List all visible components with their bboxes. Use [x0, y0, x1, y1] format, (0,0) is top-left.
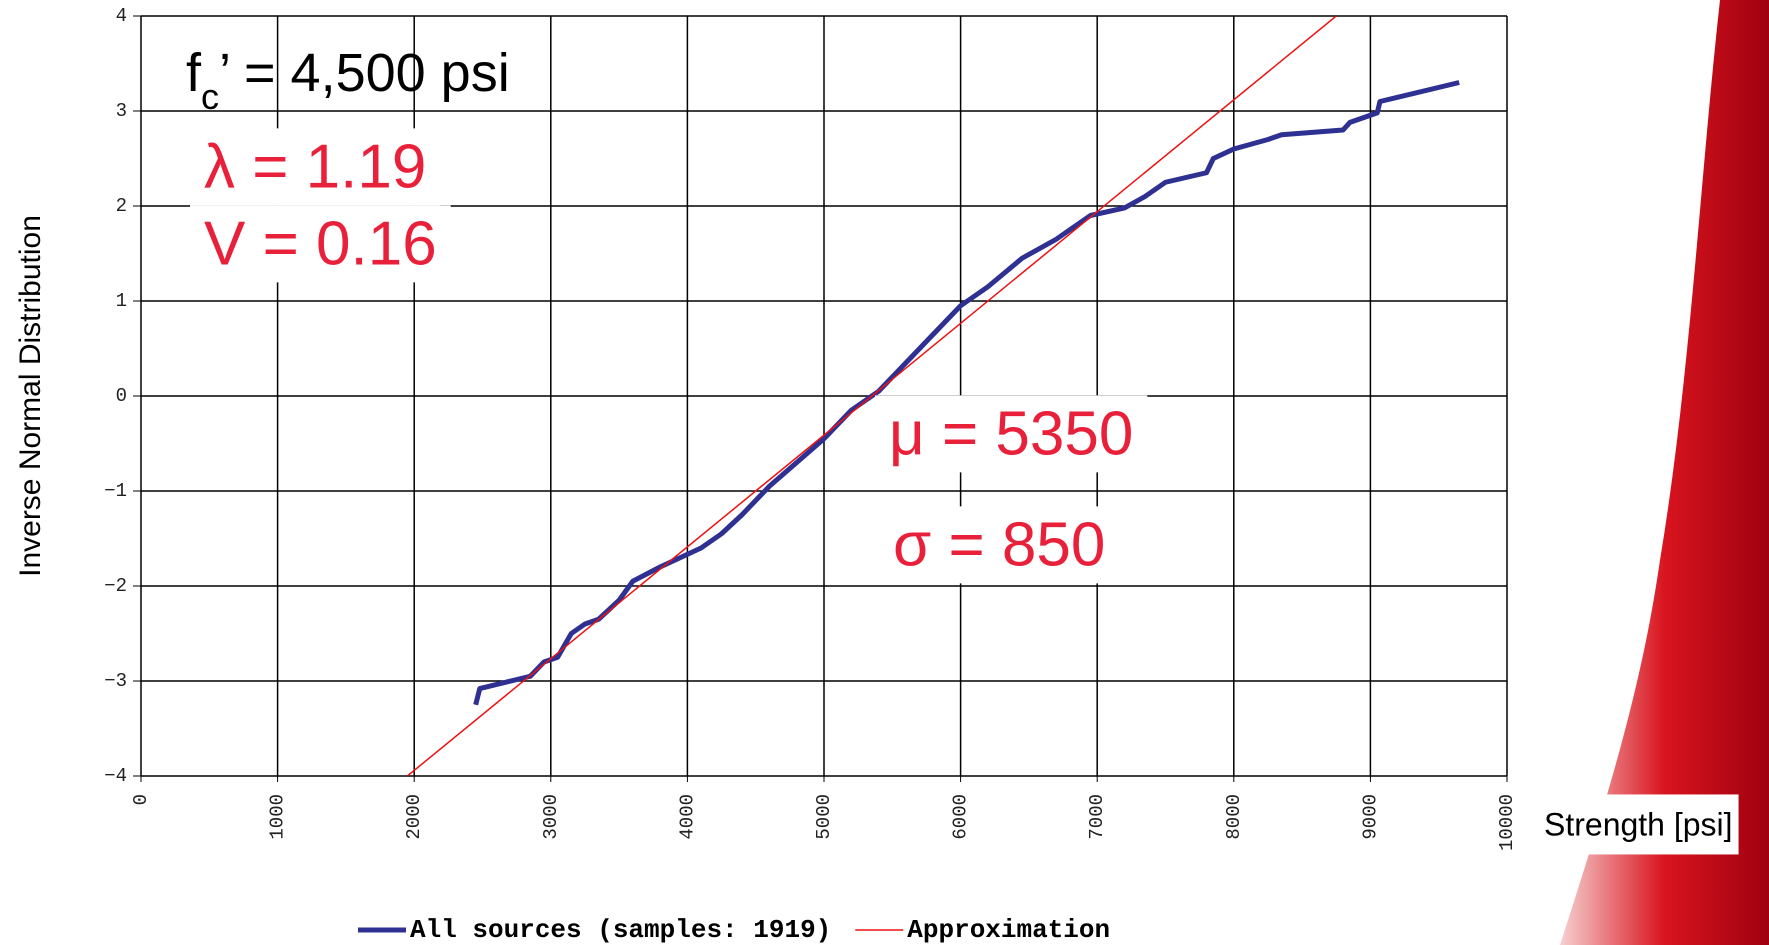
y-axis-label: Inverse Normal Distribution	[14, 215, 47, 577]
y-tick-label: −2	[104, 575, 127, 597]
annotation-part: f	[186, 43, 202, 103]
x-tick-label: 0	[130, 794, 152, 805]
y-tick-label: −3	[104, 670, 127, 692]
chart: 0 1000 2000 3000 4000 5000 6000 7000 8000 9000 100…	[0, 0, 1769, 945]
y-tick-label: −1	[104, 480, 127, 502]
legend-label: All sources (samples: 1919)	[410, 915, 831, 945]
y-tick-label: 0	[116, 385, 127, 407]
x-tick-label: 2000	[403, 794, 425, 840]
annotation: V = 0.16	[204, 209, 437, 278]
x-tick-label: 4000	[676, 794, 698, 840]
x-tick-label: 8000	[1223, 794, 1245, 840]
legend-label: Approximation	[907, 915, 1110, 945]
annotation: λ = 1.19	[204, 132, 426, 201]
x-tick-label: 1000	[267, 794, 289, 840]
x-tick-label: 7000	[1086, 794, 1108, 840]
y-tick-label: 3	[116, 100, 127, 122]
annotation-part: c	[201, 76, 219, 117]
annotation: σ = 850	[893, 510, 1105, 579]
x-tick-label: 3000	[540, 794, 562, 840]
x-tick-label: 5000	[813, 794, 835, 840]
y-tick-label: 2	[116, 195, 127, 217]
x-tick-label: 9000	[1359, 794, 1381, 840]
y-tick-label: 1	[116, 290, 127, 312]
y-tick-label: −4	[104, 765, 127, 787]
x-tick-label: 10000	[1496, 794, 1518, 851]
annotation-part: ’ = 4,500 psi	[219, 43, 510, 103]
annotation: μ = 5350	[889, 399, 1133, 468]
x-tick-label: 6000	[950, 794, 972, 840]
x-axis-label: Strength [psi]	[1544, 806, 1733, 842]
y-tick-label: 4	[116, 5, 127, 27]
